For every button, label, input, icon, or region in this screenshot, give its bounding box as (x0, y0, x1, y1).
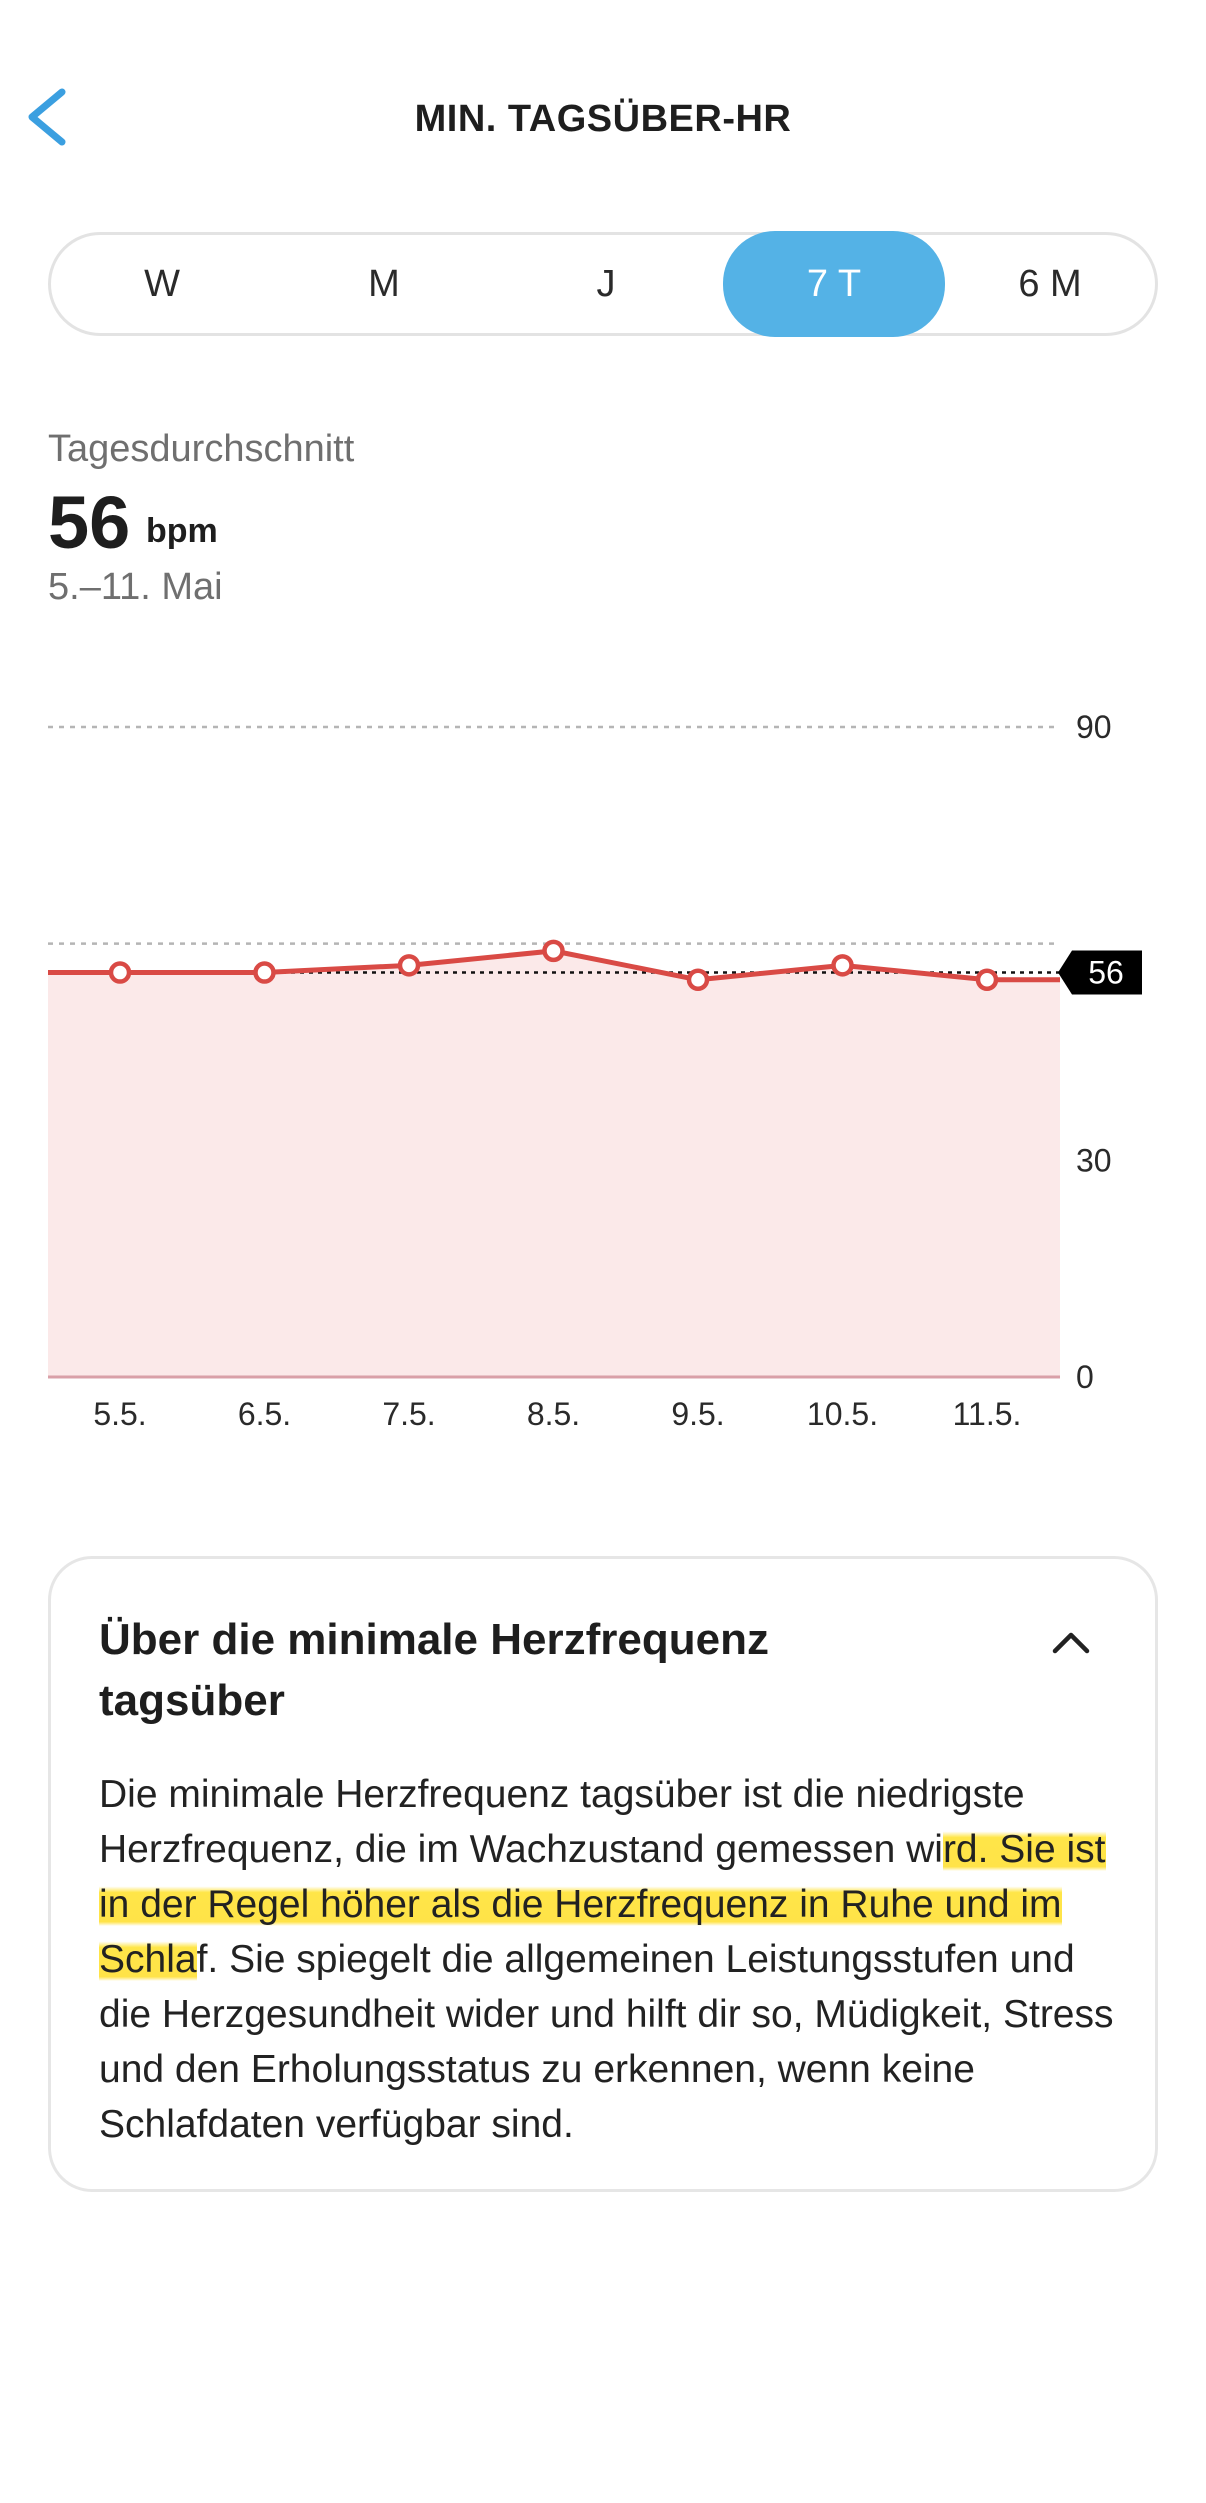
heart-rate-chart: 56 0 30 90 5.5. 6.5. 7.5. 8.5. 9.5. 10.5. 11.5. (48, 709, 1142, 1432)
x-tick-label: 5.5. (93, 1396, 146, 1432)
x-tick-label: 6.5. (238, 1396, 291, 1432)
x-tick-label: 8.5. (527, 1396, 580, 1432)
summary-value: 56 (48, 481, 131, 564)
info-card-title: Über die minimale Herzfrequenz tagsüber (99, 1615, 769, 1725)
tab-7-days[interactable]: 7 T (723, 231, 945, 337)
y-tick-label: 30 (1076, 1142, 1112, 1178)
x-tick-label: 10.5. (807, 1396, 878, 1432)
info-card: Über die minimale Herzfrequenz tagsüber … (48, 1556, 1158, 2192)
x-tick-label: 11.5. (953, 1396, 1022, 1432)
average-label: 56 (1088, 955, 1124, 991)
data-point (108, 961, 132, 984)
page-title: MIN. TAGSÜBER-HR (414, 98, 792, 140)
summary-label: Tagesdurchschnitt (48, 428, 355, 470)
header: MIN. TAGSÜBER-HR (0, 0, 1206, 240)
data-point (253, 961, 276, 984)
summary-date-range: 5.–11. Mai (48, 566, 223, 608)
data-point (975, 968, 999, 992)
data-point (542, 939, 565, 963)
tab-year[interactable]: J (596, 263, 616, 305)
back-button[interactable] (22, 82, 82, 152)
x-tick-label: 9.5. (671, 1396, 724, 1432)
data-point (397, 954, 421, 977)
summary-unit: bpm (146, 512, 218, 550)
period-selector: W M J 7 T 6 M (48, 231, 1158, 337)
info-text-part: Die minimale Herzfrequenz tagsüber ist d… (99, 1773, 1025, 1871)
data-point (831, 954, 854, 977)
x-tick-label: 7.5. (382, 1396, 435, 1432)
y-tick-label: 90 (1076, 709, 1112, 745)
tab-6-months[interactable]: 6 M (1018, 263, 1082, 305)
info-text-part: f. Sie spiegelt die allgemeinen Leistung… (99, 1938, 1114, 2146)
tab-week[interactable]: W (144, 263, 180, 305)
chevron-left-icon (28, 88, 66, 146)
data-point (686, 968, 710, 992)
average-label-tag (1058, 950, 1142, 995)
area-fill (48, 950, 1060, 1377)
info-card-body: Die minimale Herzfrequenz tagsüber ist d… (99, 1767, 1119, 2152)
collapse-button[interactable] (1047, 1619, 1095, 1667)
tab-month[interactable]: M (368, 263, 400, 305)
y-tick-label: 0 (1076, 1359, 1094, 1395)
chevron-up-icon (1052, 1632, 1090, 1654)
